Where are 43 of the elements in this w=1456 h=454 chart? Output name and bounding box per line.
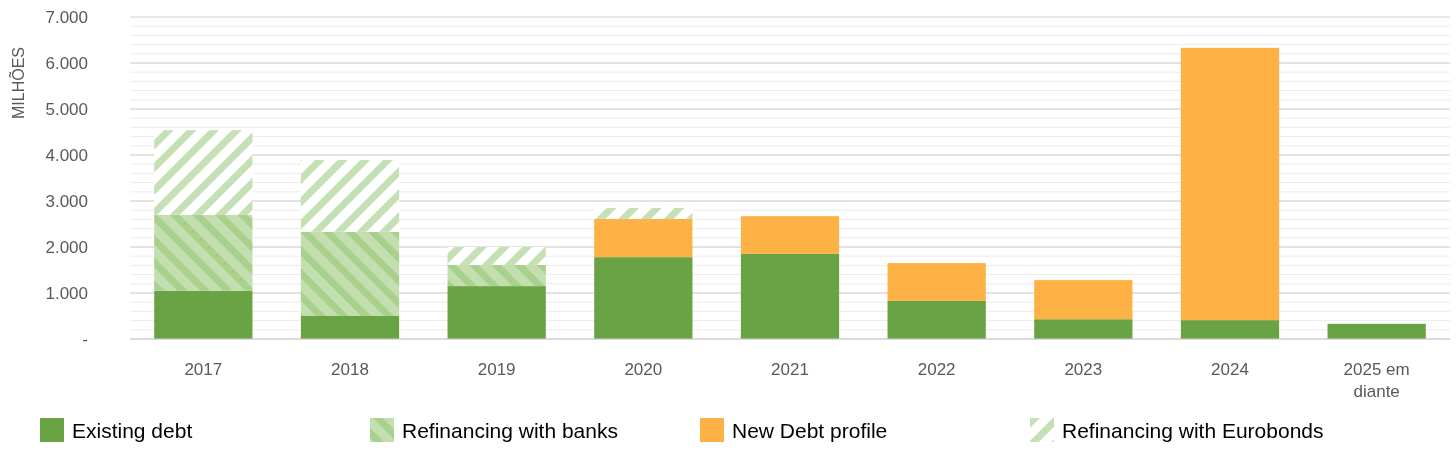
legend-label: New Debt profile — [732, 419, 888, 442]
x-tick-label: 2018 — [331, 360, 369, 379]
bar — [740, 253, 840, 339]
bar — [300, 231, 400, 316]
y-tick-label: 4.000 — [45, 145, 88, 165]
legend-label: Existing debt — [72, 419, 193, 442]
x-tick-label: 2023 — [1064, 360, 1103, 379]
bar — [887, 263, 986, 301]
y-tick-label: 3.000 — [45, 191, 88, 211]
x-tick-label: 2017 — [184, 360, 223, 379]
y-tick-label: 6.000 — [45, 53, 88, 73]
y-tick-label: 7.000 — [45, 7, 88, 27]
y-tick-label: 2.000 — [45, 237, 88, 257]
bar — [1180, 320, 1280, 339]
bar — [447, 247, 546, 265]
x-tick-label: 2019 — [477, 360, 516, 379]
x-tick-label: 2020 — [624, 360, 663, 379]
bar — [1034, 319, 1133, 339]
bar — [594, 218, 693, 258]
bar — [154, 214, 253, 291]
bar — [300, 160, 400, 232]
bar — [594, 257, 693, 339]
bar — [447, 286, 546, 339]
bar — [154, 290, 253, 339]
y-tick-label: - — [82, 329, 88, 349]
legend-label: Refinancing with banks — [402, 419, 618, 442]
x-tick-label: 2025 em diante — [1343, 360, 1410, 401]
bar — [447, 264, 546, 287]
x-tick-label: 2021 — [771, 360, 809, 379]
bar — [1327, 323, 1426, 339]
x-tick-label: 2024 — [1211, 360, 1249, 379]
bar — [887, 300, 986, 339]
y-axis-title: MILHÕES — [8, 46, 27, 120]
legend-label: Refinancing with Eurobonds — [1062, 419, 1324, 442]
bar — [154, 130, 253, 215]
y-tick-label: 1.000 — [45, 283, 88, 303]
bar — [594, 207, 693, 219]
bar — [1034, 280, 1133, 320]
bar — [300, 316, 400, 339]
bar — [1180, 47, 1280, 321]
y-tick-label: 5.000 — [45, 99, 88, 119]
bar — [740, 216, 840, 254]
x-tick-label: 2022 — [917, 360, 956, 379]
